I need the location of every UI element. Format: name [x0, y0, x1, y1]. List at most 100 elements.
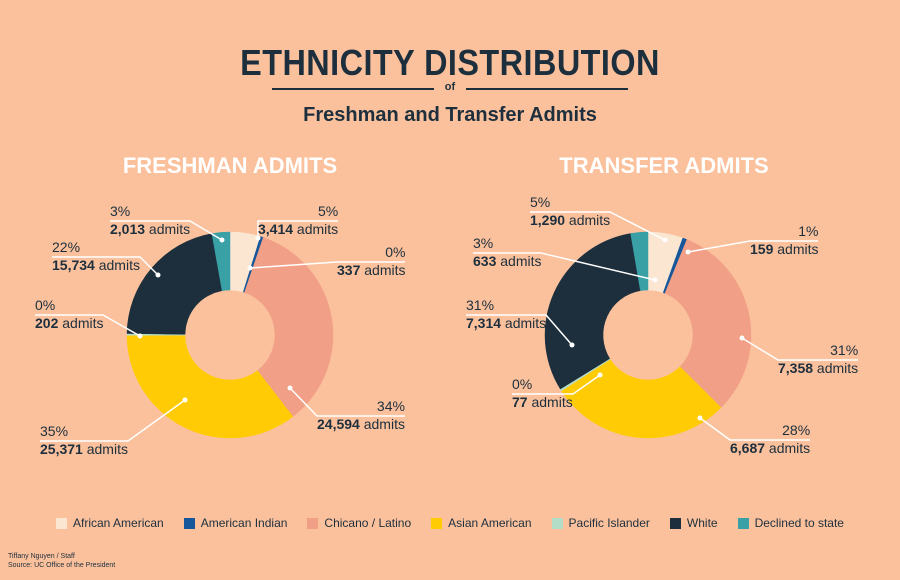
transfer-leader-declined-to-state — [473, 252, 656, 281]
legend-swatch-declined-to-state — [737, 517, 749, 529]
legend-swatch-african-american — [56, 517, 67, 529]
label-percent: 35% — [40, 423, 69, 439]
freshman-leader-declined-to-state — [110, 220, 223, 241]
legend-item-pacific-islander: Pacific Islander — [551, 516, 650, 530]
label-unit: admits — [765, 440, 811, 456]
label-unit: admits — [359, 416, 405, 432]
credit-line: Tiffany Nguyen / Staff — [8, 553, 75, 560]
transfer-leader-dot-african-american — [662, 237, 668, 243]
legend-swatch-pacific-islander — [551, 517, 563, 529]
label-count: 6,687 — [730, 440, 766, 456]
legend-label: Declined to state — [754, 516, 844, 530]
label-count: 337 — [337, 262, 361, 278]
freshman-slice-white — [126, 233, 223, 335]
transfer-leader-pacific-islander — [512, 374, 601, 395]
legend-label: American Indian — [200, 516, 288, 530]
transfer-leader-chicano-latino — [741, 337, 858, 361]
transfer-slice-white — [544, 233, 641, 390]
transfer-leader-african-american — [530, 211, 666, 241]
label-count: 2,013 — [110, 221, 146, 237]
label-count: 7,314 — [466, 315, 502, 331]
freshman-leader-white — [52, 256, 159, 276]
freshman-leader-dot-african-american — [255, 235, 261, 241]
label-unit: admits — [293, 221, 339, 237]
freshman-label-pacific-islander: 0% 202 admits — [35, 296, 103, 332]
label-unit: admits — [773, 241, 819, 257]
label-percent: 0% — [385, 244, 406, 260]
page-title: ETHNICITY DISTRIBUTION — [240, 42, 660, 83]
transfer-label-chicano-latino: 31% 7,358 admits — [778, 341, 858, 377]
freshman-slice-chicano-latino — [244, 237, 334, 417]
transfer-leader-white — [466, 314, 573, 346]
label-percent: 3% — [473, 235, 494, 251]
label-percent: 5% — [530, 194, 551, 210]
freshman-label-white: 22% 15,734 admits — [52, 238, 140, 274]
label-count: 15,734 — [52, 257, 95, 273]
freshman-leader-african-american — [257, 220, 338, 238]
freshman-leader-chicano-latino — [289, 387, 405, 417]
label-unit: admits — [813, 360, 859, 376]
freshman-leader-dot-chicano-latino — [287, 385, 293, 391]
legend-label: Asian American — [448, 516, 532, 530]
legend-item-declined-to-state: Declined to state — [737, 516, 844, 530]
freshman-label-american-indian: 0% 337 admits — [337, 243, 405, 279]
label-count: 202 — [35, 315, 59, 331]
legend-label: Chicano / Latino — [324, 516, 412, 530]
label-percent: 0% — [35, 297, 56, 313]
transfer-label-declined-to-state: 3% 633 admits — [473, 234, 541, 270]
label-percent: 34% — [376, 398, 405, 414]
freshman-slice-asian-american — [126, 334, 294, 439]
legend: African American American Indian Chicano /… — [0, 516, 900, 530]
label-count: 24,594 — [317, 416, 360, 432]
transfer-label-white: 31% 7,314 admits — [466, 296, 546, 332]
label-count: 159 — [750, 241, 774, 257]
label-unit: admits — [82, 441, 128, 457]
title-rule-right — [466, 88, 628, 90]
label-percent: 22% — [52, 239, 81, 255]
label-count: 1,290 — [530, 212, 566, 228]
label-percent: 5% — [317, 203, 339, 219]
label-count: 25,371 — [40, 441, 83, 457]
label-unit: admits — [501, 315, 547, 331]
transfer-slice-asian-american — [561, 359, 722, 439]
transfer-label-african-american: 5% 1,290 admits — [530, 193, 610, 229]
transfer-leader-asian-american — [699, 417, 810, 441]
legend-swatch-white — [669, 517, 681, 529]
legend-swatch-chicano-latino — [307, 517, 319, 529]
label-unit: admits — [496, 253, 542, 269]
freshman-leader-dot-asian-american — [182, 397, 188, 403]
label-percent: 0% — [512, 376, 533, 392]
label-percent: 31% — [466, 297, 495, 313]
label-unit: admits — [145, 221, 191, 237]
legend-item-african-american: African American — [56, 516, 164, 530]
label-unit: admits — [94, 257, 140, 273]
legend-label: Pacific Islander — [568, 516, 650, 530]
label-unit: admits — [58, 315, 104, 331]
title-rule-left — [272, 88, 434, 90]
transfer-slice-declined-to-state — [630, 231, 649, 291]
transfer-chart-title: TRANSFER ADMITS — [559, 153, 769, 178]
transfer-leader-dot-pacific-islander — [597, 372, 603, 378]
freshman-leader-dot-pacific-islander — [137, 333, 143, 339]
freshman-leader-dot-declined-to-state — [219, 237, 225, 243]
label-percent: 1% — [798, 223, 819, 239]
label-percent: 28% — [782, 422, 811, 438]
label-unit: admits — [360, 262, 406, 278]
freshman-chart-title: FRESHMAN ADMITS — [122, 153, 338, 178]
freshman-label-african-american: 5% 3,414 admits — [258, 202, 338, 238]
freshman-slice-declined-to-state — [211, 231, 231, 291]
transfer-label-pacific-islander: 0% 77 admits — [512, 375, 573, 411]
transfer-leader-dot-american-indian — [685, 249, 691, 255]
freshman-label-asian-american: 35% 25,371 admits — [40, 422, 128, 458]
label-unit: admits — [565, 212, 611, 228]
source-line: Source: UC Office of the President — [8, 562, 116, 569]
transfer-leader-dot-asian-american — [697, 415, 703, 421]
transfer-leader-american-indian — [687, 240, 818, 253]
legend-label: White — [686, 516, 718, 530]
page-subtitle: Freshman and Transfer Admits — [303, 104, 597, 126]
freshman-leader-asian-american — [40, 399, 186, 442]
transfer-leader-dot-chicano-latino — [739, 335, 745, 341]
title-of: of — [444, 81, 456, 93]
freshman-leader-pacific-islander — [35, 314, 141, 337]
